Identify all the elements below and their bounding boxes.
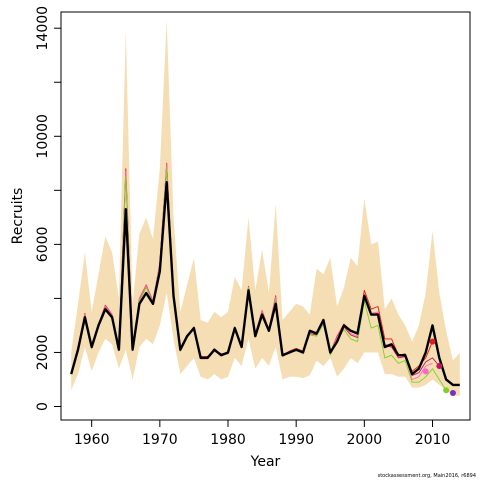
- confidence-band-layer: [71, 20, 460, 396]
- credit-text: stockassessment.org, Main2016, r6894: [378, 473, 476, 479]
- x-axis-label: Year: [250, 454, 281, 470]
- y-axis-label: Recruits: [10, 188, 26, 245]
- y-axis: 0 2000 6000 10000 14000: [35, 6, 61, 411]
- x-tick-label-1960: 1960: [74, 432, 110, 448]
- x-tick-label-2010: 2010: [415, 432, 451, 448]
- series-end-point-4: [443, 387, 450, 394]
- y-tick-label-2000: 2000: [35, 335, 51, 371]
- plot-frame: [60, 11, 471, 421]
- x-tick-label-1980: 1980: [210, 432, 246, 448]
- y-tick-label-14000: 14000: [35, 6, 51, 51]
- series-end-point-3: [422, 368, 429, 375]
- y-tick-label-0: 0: [35, 402, 51, 411]
- series-line-0: [70, 180, 460, 387]
- y-tick-label-10000: 10000: [35, 114, 51, 159]
- x-axis: 1960 1970 1980 1990 2000 2010: [74, 420, 450, 448]
- series-end-point-5: [449, 389, 456, 396]
- end-marker-layer: [422, 338, 456, 396]
- confidence-band: [71, 20, 460, 396]
- y-tick-label-6000: 6000: [35, 227, 51, 263]
- x-tick-label-2000: 2000: [347, 432, 383, 448]
- series-end-point-2: [436, 362, 443, 369]
- x-tick-label-1990: 1990: [278, 432, 314, 448]
- x-tick-label-1970: 1970: [142, 432, 178, 448]
- series-end-point-1: [429, 338, 436, 345]
- series-layer: [70, 162, 460, 391]
